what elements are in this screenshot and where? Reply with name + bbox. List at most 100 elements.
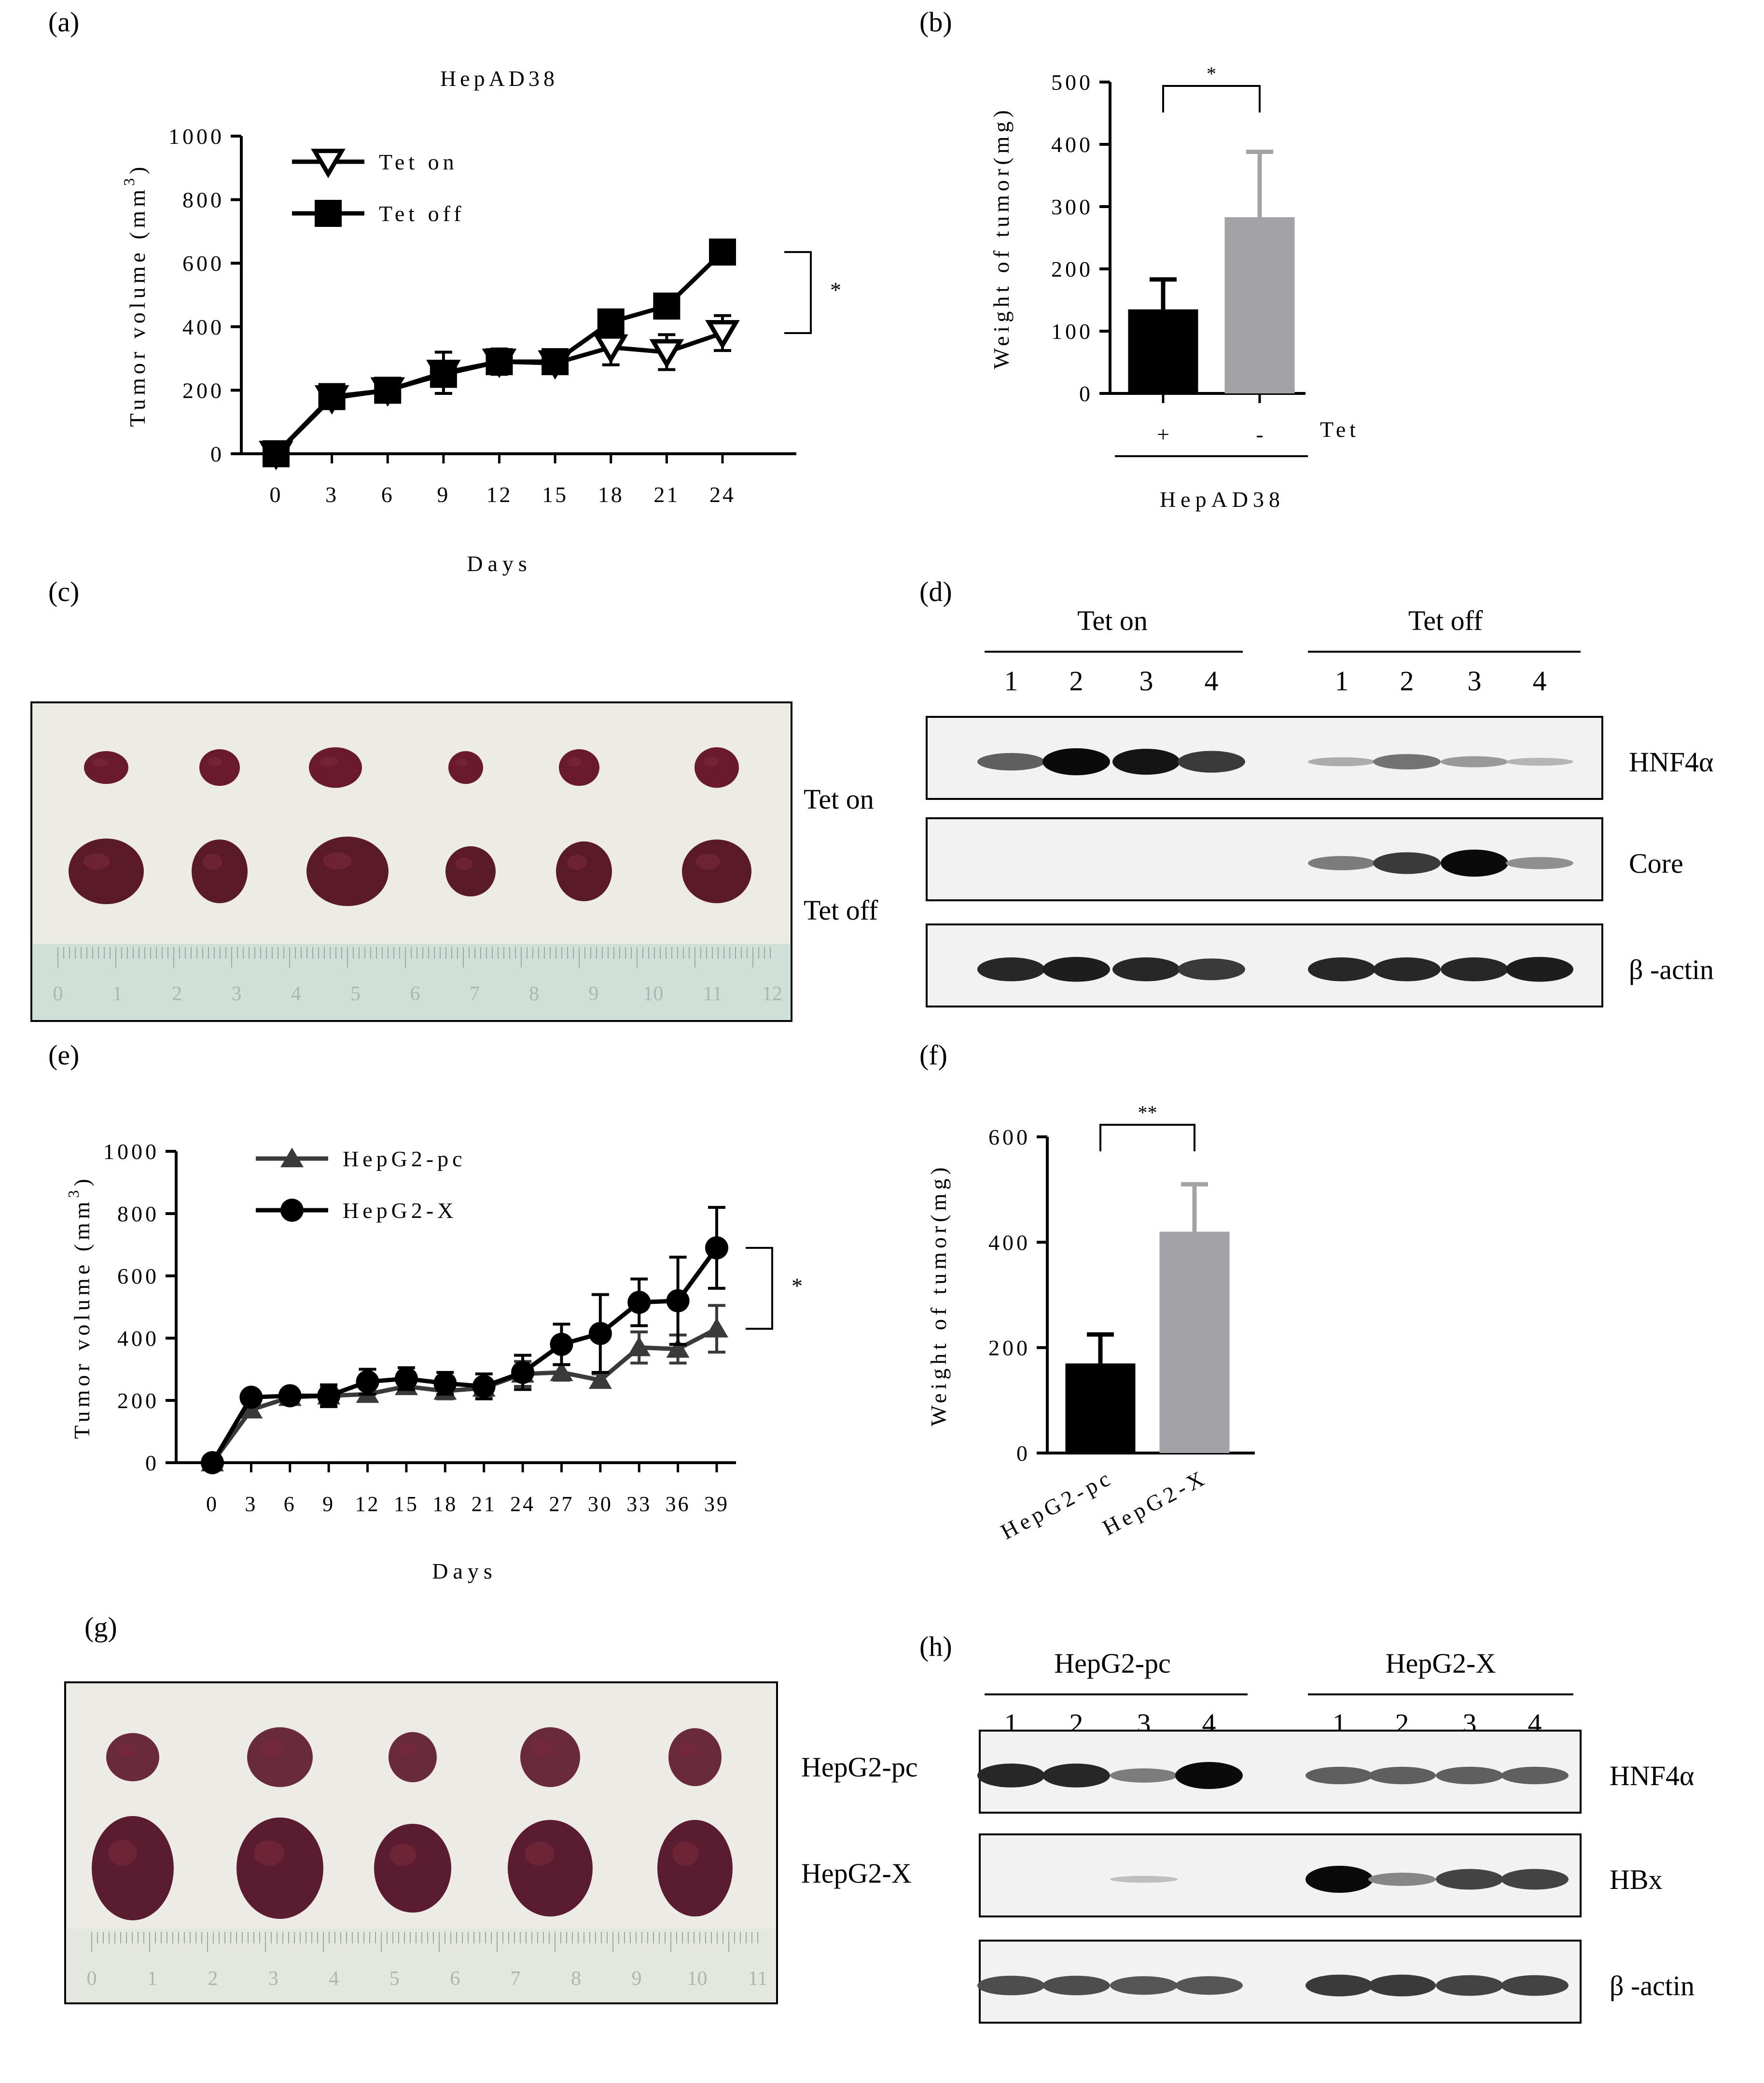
data-point xyxy=(317,1384,341,1408)
ruler-number: 1 xyxy=(112,983,123,1005)
tumor xyxy=(682,839,751,903)
x-axis-label: Days xyxy=(432,1559,497,1583)
significance-marker: * xyxy=(1207,63,1216,84)
legend-label: Tet on xyxy=(379,150,458,174)
y-tick-label: 400 xyxy=(1051,132,1093,157)
data-point xyxy=(593,334,628,364)
y-tick-label: 400 xyxy=(988,1230,1030,1255)
tumor xyxy=(520,1727,580,1787)
tumor-highlight xyxy=(203,853,222,870)
legend-marker xyxy=(280,1147,304,1167)
blot-band xyxy=(1042,957,1110,982)
tumor-highlight xyxy=(455,857,473,870)
chart-f-hepg2-weight: 0 200 400 600 Weight of tumor(mg) ** HepG2-pcH… xyxy=(926,1102,1255,1544)
tumor xyxy=(69,839,144,904)
bar xyxy=(1065,1363,1136,1453)
y-tick-label: 200 xyxy=(117,1388,159,1413)
category-label: HepG2-pc xyxy=(997,1465,1117,1544)
y-tick-label: 0 xyxy=(1016,1441,1030,1466)
y-tick-label: 800 xyxy=(117,1202,159,1226)
lane-number: 4 xyxy=(1533,665,1547,697)
blot-band xyxy=(1308,957,1375,981)
lane-number: 1 xyxy=(1004,665,1018,697)
data-point xyxy=(666,1289,690,1313)
x-tick-label: 21 xyxy=(653,482,680,507)
tumor-highlight xyxy=(254,1840,284,1866)
ruler-number: 11 xyxy=(748,1968,767,1990)
blot-band xyxy=(1175,1762,1243,1789)
blot-band xyxy=(1436,1766,1503,1785)
blot-band xyxy=(1506,757,1573,766)
tumor-highlight xyxy=(525,1842,555,1866)
ruler-number: 10 xyxy=(643,983,663,1005)
y-tick-label: 0 xyxy=(1079,381,1093,406)
x-axis-label: Days xyxy=(467,551,532,576)
ruler-number: 0 xyxy=(87,1968,97,1990)
blot-band xyxy=(1110,1875,1178,1883)
x-tick-label: 27 xyxy=(549,1492,574,1516)
blot-band xyxy=(1112,749,1180,775)
legend-label: HepG2-pc xyxy=(343,1146,466,1171)
x-tick-label: 9 xyxy=(437,482,450,507)
group-label: HepAD38 xyxy=(1160,487,1285,512)
tumor xyxy=(309,747,362,788)
x-tick-label: 12 xyxy=(355,1492,380,1516)
data-point xyxy=(433,1371,457,1395)
photo-g-label-hepg2-pc: HepG2-pc xyxy=(801,1751,918,1783)
blot-band xyxy=(1306,1766,1373,1785)
tumor-highlight xyxy=(93,758,109,767)
category-label: - xyxy=(1256,422,1263,447)
blot-band xyxy=(1441,756,1508,768)
tumor-highlight xyxy=(567,854,587,870)
blot-band xyxy=(1042,1975,1110,1996)
tumor-highlight xyxy=(695,853,721,870)
ruler-number: 8 xyxy=(571,1968,581,1990)
blot-band xyxy=(1306,1974,1373,1997)
tumor xyxy=(236,1817,323,1919)
ruler-number: 3 xyxy=(268,1968,278,1990)
blot-band xyxy=(1373,957,1441,981)
legend-marker xyxy=(280,1199,304,1222)
blot-band xyxy=(1436,1975,1503,1996)
significance-bracket xyxy=(746,1246,773,1330)
blot-label: Core xyxy=(1629,848,1683,879)
data-point xyxy=(550,1361,573,1381)
data-point xyxy=(627,1336,651,1356)
data-point xyxy=(653,293,681,320)
legend-marker xyxy=(311,149,346,179)
photo-c-label-tet-on: Tet on xyxy=(804,783,874,815)
significance-marker: * xyxy=(792,1273,803,1298)
y-tick-label: 800 xyxy=(182,188,224,212)
blot-band xyxy=(1506,957,1573,982)
lane-number: 1 xyxy=(1335,665,1349,697)
photo-c-label-tet-off: Tet off xyxy=(804,895,878,926)
tumor xyxy=(106,1733,159,1781)
panel-f-letter: (f) xyxy=(919,1039,947,1071)
blot-label: HBx xyxy=(1610,1864,1663,1895)
data-point xyxy=(511,1360,535,1384)
y-tick-label: 600 xyxy=(182,251,224,276)
y-axis-label: Weight of tumor(mg) xyxy=(926,1163,951,1426)
data-point xyxy=(430,361,457,388)
panel-a-letter: (a) xyxy=(48,6,79,38)
tumor xyxy=(556,841,612,901)
tumor-highlight xyxy=(108,1839,137,1866)
panel-c-letter: (c) xyxy=(48,576,79,607)
panel-e-letter: (e) xyxy=(48,1039,79,1071)
x-tick-label: 0 xyxy=(270,482,283,507)
blot-band xyxy=(1308,856,1375,870)
x-tick-label: 6 xyxy=(381,482,394,507)
chart-a-hepad38-volume: HepAD38 0 200 400 600 800 1000 0 3 6 9 12 15 18 21 24 Da… xyxy=(120,66,841,576)
blot-band xyxy=(1308,757,1375,767)
blot-band xyxy=(1042,748,1110,775)
tumor xyxy=(668,1728,722,1786)
lane-number: 3 xyxy=(1139,665,1153,697)
y-tick-label: 1000 xyxy=(103,1139,159,1164)
ruler-number: 8 xyxy=(529,983,539,1005)
significance-bracket xyxy=(1162,85,1261,112)
tumor xyxy=(389,1732,437,1782)
data-point xyxy=(542,348,569,376)
significance-marker: * xyxy=(830,278,841,302)
y-tick-label: 200 xyxy=(988,1336,1030,1360)
